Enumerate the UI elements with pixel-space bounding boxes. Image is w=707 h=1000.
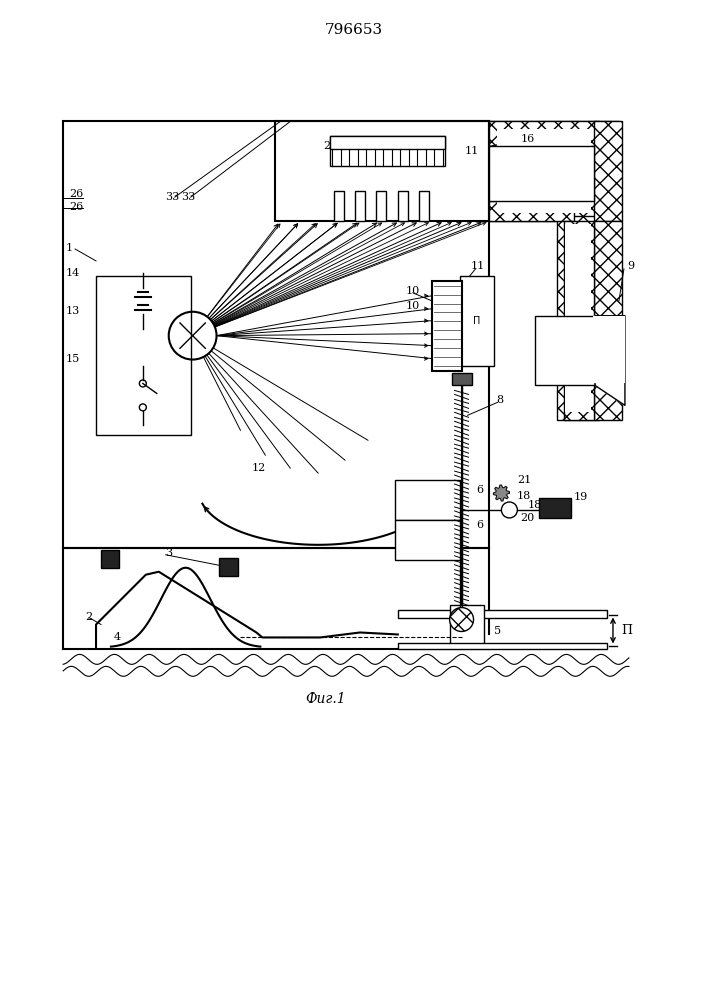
Text: 6: 6: [476, 520, 483, 530]
Text: 16: 16: [520, 134, 534, 144]
Bar: [452, 373, 472, 385]
Bar: [355, 191, 366, 221]
Text: 10: 10: [406, 301, 420, 311]
Text: 26: 26: [69, 202, 83, 212]
Text: П: П: [473, 316, 480, 326]
Text: 2: 2: [86, 612, 93, 622]
Text: 7: 7: [465, 617, 472, 627]
Text: 12: 12: [251, 463, 266, 473]
Text: 8: 8: [496, 395, 503, 405]
Text: 10: 10: [406, 286, 420, 296]
Bar: [330, 136, 445, 149]
Bar: [398, 610, 607, 618]
Text: 26: 26: [69, 189, 83, 199]
Text: Фиг.1: Фиг.1: [305, 692, 346, 706]
Bar: [376, 191, 386, 221]
Text: 17: 17: [353, 141, 367, 151]
Bar: [564, 221, 594, 420]
Text: 6: 6: [476, 485, 483, 495]
Text: П: П: [621, 624, 632, 637]
Text: 20: 20: [520, 513, 534, 523]
Bar: [330, 136, 445, 166]
Text: 11: 11: [464, 146, 479, 156]
Bar: [498, 129, 591, 213]
Text: 4: 4: [113, 632, 120, 642]
Circle shape: [450, 608, 474, 631]
Circle shape: [139, 404, 146, 411]
Bar: [395, 480, 460, 520]
Bar: [450, 605, 484, 644]
Polygon shape: [493, 485, 509, 501]
Circle shape: [169, 312, 216, 360]
Text: 33: 33: [165, 192, 180, 202]
Text: 15: 15: [66, 354, 80, 364]
Bar: [594, 121, 622, 221]
Bar: [397, 191, 407, 221]
Bar: [395, 520, 460, 560]
Text: 5: 5: [494, 626, 501, 636]
Bar: [419, 191, 428, 221]
Bar: [489, 121, 599, 221]
Bar: [63, 121, 489, 548]
Circle shape: [139, 380, 146, 387]
Bar: [218, 558, 238, 576]
Bar: [594, 221, 622, 420]
Text: 33: 33: [182, 192, 196, 202]
Bar: [432, 281, 462, 371]
Text: 22: 22: [377, 141, 391, 151]
Bar: [334, 191, 344, 221]
Polygon shape: [595, 316, 625, 405]
Circle shape: [501, 502, 518, 518]
Text: 14: 14: [66, 268, 80, 278]
Bar: [489, 201, 574, 221]
Text: 13: 13: [66, 306, 80, 316]
Bar: [275, 121, 489, 221]
Bar: [460, 276, 494, 366]
Text: 23: 23: [323, 141, 337, 151]
Text: 9: 9: [627, 261, 634, 271]
Text: 17: 17: [340, 141, 354, 151]
Text: 1: 1: [66, 243, 73, 253]
Bar: [593, 316, 625, 383]
Bar: [398, 643, 607, 649]
Bar: [96, 276, 191, 435]
Bar: [489, 121, 619, 146]
Text: 3: 3: [165, 548, 173, 558]
Text: 796653: 796653: [325, 23, 383, 37]
Text: 19: 19: [574, 492, 588, 502]
Bar: [539, 498, 571, 518]
Text: 18: 18: [516, 491, 530, 501]
Text: 11: 11: [470, 261, 484, 271]
Bar: [101, 550, 119, 568]
Bar: [489, 146, 594, 201]
Bar: [565, 224, 591, 412]
Bar: [535, 316, 595, 385]
Bar: [557, 216, 599, 420]
Text: 18: 18: [527, 500, 542, 510]
Text: 21: 21: [518, 475, 532, 485]
